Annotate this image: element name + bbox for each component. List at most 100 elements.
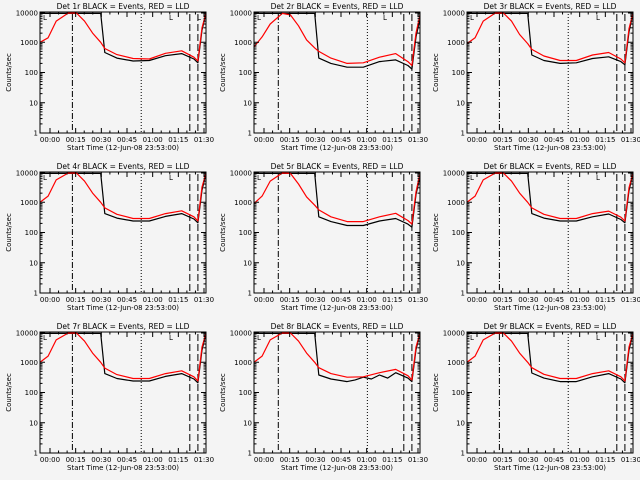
x-tick-label: 01:15	[382, 136, 402, 144]
chart-title: Det 3r BLACK = Events, RED = LLD	[484, 2, 617, 11]
y-tick-label: 10	[456, 259, 465, 267]
x-tick-label: 01:15	[168, 136, 188, 144]
y-tick-label: 1000	[234, 39, 252, 47]
x-tick-label: 01:15	[382, 456, 402, 464]
x-tick-label: 00:30	[305, 456, 325, 464]
lld-series-line	[40, 332, 206, 382]
lld-series-line	[467, 172, 633, 222]
subplot: L L L 1 10 100 1000 10000 00:00 00:15 00:30 00:45 01…	[5, 2, 214, 152]
y-tick-label: 10000	[443, 330, 465, 338]
bracket-label: L	[596, 14, 600, 22]
y-tick-label: 100	[452, 69, 465, 77]
x-tick-label: 00:00	[467, 296, 487, 304]
bracket-label: L	[43, 334, 47, 342]
x-tick-label: 00:30	[305, 136, 325, 144]
x-tick-label: 00:45	[544, 296, 564, 304]
lld-series-line	[254, 172, 420, 225]
x-tick-label: 00:30	[91, 456, 111, 464]
y-tick-label: 1	[461, 450, 465, 458]
lld-series-line	[40, 12, 206, 62]
x-tick-label: 00:00	[254, 296, 274, 304]
bracket-label: L	[43, 14, 47, 22]
y-axis-label: Counts/sec	[432, 373, 440, 412]
x-tick-label: 01:30	[408, 296, 428, 304]
y-tick-label: 1000	[20, 199, 38, 207]
x-tick-label: 01:00	[143, 296, 163, 304]
y-tick-label: 100	[239, 229, 252, 237]
y-tick-label: 1	[461, 290, 465, 298]
y-tick-label: 100	[25, 69, 38, 77]
subplot: L L 1 10 100 1000 10000 00:00 00:15 00:30 00:45 01:…	[432, 2, 640, 152]
x-tick-label: 00:30	[91, 136, 111, 144]
y-tick-label: 10	[29, 419, 38, 427]
y-axis-label: Counts/sec	[432, 213, 440, 252]
y-tick-label: 1	[461, 130, 465, 138]
x-tick-label: 01:00	[570, 456, 590, 464]
bracket-label: L	[257, 174, 261, 182]
x-tick-label: 01:30	[408, 456, 428, 464]
y-tick-label: 10000	[443, 170, 465, 178]
events-series-line	[40, 12, 206, 64]
plot-frame	[39, 11, 207, 134]
chart-title: Det 7r BLACK = Events, RED = LLD	[57, 322, 190, 331]
x-tick-label: 00:45	[544, 456, 564, 464]
bracket-label: L	[169, 174, 173, 182]
x-tick-label: 00:00	[467, 136, 487, 144]
x-tick-label: 00:45	[331, 456, 351, 464]
events-series-line	[40, 332, 206, 384]
plot-frame	[253, 331, 421, 454]
y-tick-label: 1	[34, 130, 38, 138]
y-tick-label: 1	[248, 450, 252, 458]
bracket-label: L	[169, 334, 173, 342]
y-tick-label: 100	[239, 389, 252, 397]
subplot: L L 1 10 100 1000 10000 00:00 00:15 00:30 00:45 01:…	[432, 162, 640, 312]
plot-frame	[253, 11, 421, 134]
bracket-label: L	[43, 174, 47, 182]
y-axis-label: Counts/sec	[5, 373, 13, 412]
x-tick-label: 00:15	[66, 456, 86, 464]
subplot: L L 1 10 100 1000 10000 00:00 00:15 00:30 00:45 01:…	[5, 322, 214, 472]
y-axis-label: Counts/sec	[432, 53, 440, 92]
y-tick-label: 1000	[234, 359, 252, 367]
lld-series-line	[40, 172, 206, 222]
y-tick-label: 1	[34, 450, 38, 458]
x-tick-label: 00:30	[518, 136, 538, 144]
x-tick-label: 01:30	[194, 136, 214, 144]
chart-title: Det 6r BLACK = Events, RED = LLD	[484, 162, 617, 171]
x-tick-label: 01:00	[143, 456, 163, 464]
x-tick-label: 00:45	[331, 136, 351, 144]
x-tick-label: 01:15	[595, 456, 615, 464]
x-tick-label: 01:15	[168, 456, 188, 464]
y-tick-label: 10	[243, 99, 252, 107]
lld-series-line	[467, 332, 633, 382]
x-tick-label: 00:00	[467, 456, 487, 464]
y-tick-label: 10000	[230, 170, 252, 178]
x-axis-label: Start Time (12-Jun-08 23:53:00)	[494, 304, 606, 312]
x-tick-label: 00:15	[66, 136, 86, 144]
x-tick-label: 00:30	[305, 296, 325, 304]
y-axis-label: Counts/sec	[5, 213, 13, 252]
bracket-label: L	[470, 334, 474, 342]
x-tick-label: 00:30	[518, 456, 538, 464]
bracket-label: L	[257, 14, 261, 22]
x-tick-label: 00:45	[117, 296, 137, 304]
y-tick-label: 100	[25, 229, 38, 237]
x-tick-label: 01:30	[621, 456, 640, 464]
y-tick-label: 1000	[447, 199, 465, 207]
lld-series-line	[254, 12, 420, 67]
x-tick-label: 01:15	[595, 296, 615, 304]
y-tick-label: 10	[29, 259, 38, 267]
events-series-line	[254, 12, 420, 70]
x-tick-label: 00:00	[40, 296, 60, 304]
y-tick-label: 100	[452, 229, 465, 237]
y-tick-label: 100	[239, 69, 252, 77]
bracket-label: L	[596, 174, 600, 182]
x-axis-label: Start Time (12-Jun-08 23:53:00)	[494, 144, 606, 152]
x-tick-label: 00:00	[40, 456, 60, 464]
chart-title: Det 5r BLACK = Events, RED = LLD	[271, 162, 404, 171]
plot-frame	[466, 331, 634, 454]
subplot: L 1 10 100 1000 10000 00:00 00:15 00:30 00:45 01:0…	[219, 322, 428, 472]
x-tick-label: 00:00	[254, 136, 274, 144]
bracket-label: L	[470, 14, 474, 22]
